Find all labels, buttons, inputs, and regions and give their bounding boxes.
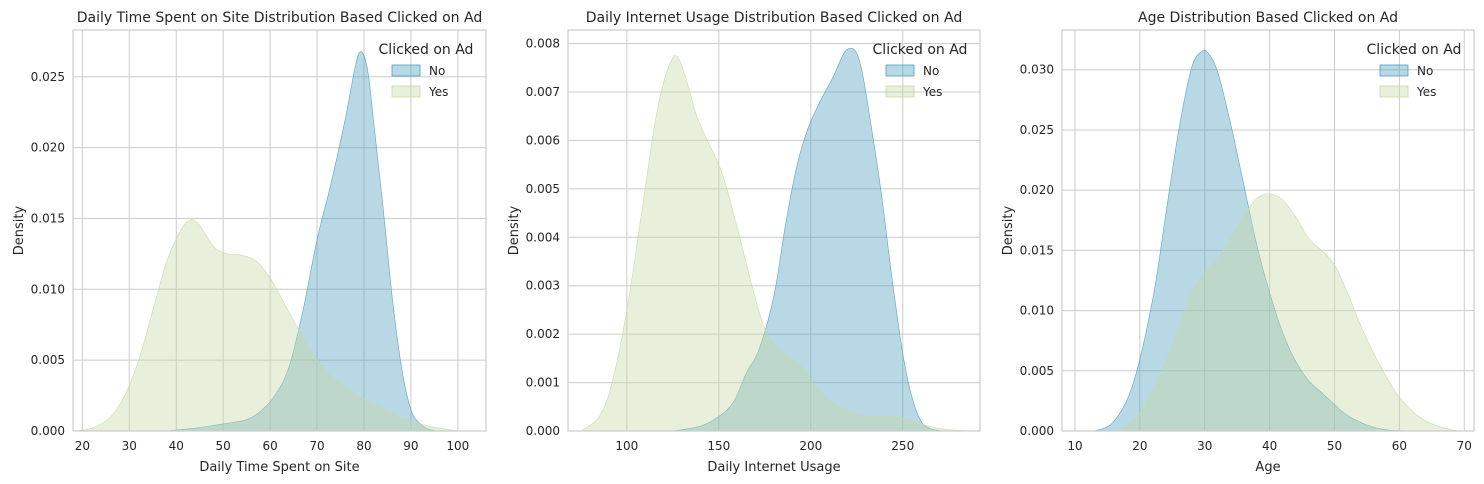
density-line-no — [166, 51, 440, 432]
x-tick-label: 30 — [1197, 439, 1212, 453]
y-axis-label: Density — [12, 205, 27, 255]
y-tick-label: 0.000 — [1020, 424, 1054, 438]
density-line-no — [1094, 49, 1413, 432]
density-line-yes — [72, 219, 458, 432]
chart-title: Daily Time Spent on Site Distribution Ba… — [77, 10, 482, 26]
y-tick-label: 0.010 — [1020, 304, 1054, 318]
legend: Clicked on Ad No Yes — [379, 42, 474, 99]
legend-label-no: No — [1417, 64, 1433, 78]
legend-title: Clicked on Ad — [379, 42, 474, 58]
density-area-no — [166, 51, 440, 431]
legend-label-yes: Yes — [1416, 85, 1436, 99]
x-tick-label: 250 — [891, 439, 914, 453]
x-tick-label: 60 — [262, 439, 277, 453]
x-tick-label: 200 — [799, 439, 822, 453]
y-tick-label: 0.010 — [31, 282, 65, 296]
x-tick-label: 20 — [75, 439, 90, 453]
legend-swatch-yes — [885, 85, 915, 98]
legend-swatch-no — [885, 64, 915, 77]
legend-swatch-yes — [391, 85, 421, 98]
density-area-yes — [580, 55, 968, 431]
legend-label-yes: Yes — [922, 85, 942, 99]
x-tick-label: 50 — [216, 439, 231, 453]
x-tick-label: 70 — [309, 439, 324, 453]
density-area-yes — [1120, 193, 1458, 431]
legend-label-no: No — [429, 64, 445, 78]
legend-title: Clicked on Ad — [1367, 42, 1462, 58]
legend-swatch-no — [391, 64, 421, 77]
plot-frame — [567, 29, 981, 432]
y-tick-label: 0.005 — [526, 182, 560, 196]
y-tick-label: 0.015 — [31, 211, 65, 225]
chart-title: Age Distribution Based Clicked on Ad — [1138, 10, 1398, 26]
y-tick-label: 0.002 — [526, 327, 560, 341]
density-line-yes — [580, 55, 968, 432]
legend: Clicked on Ad No Yes — [1367, 42, 1462, 99]
legend-swatch-no — [1379, 64, 1409, 77]
x-tick-label: 40 — [169, 439, 184, 453]
x-tick-label: 50 — [1327, 439, 1342, 453]
y-axis-label: Density — [507, 205, 522, 255]
legend-label-no: No — [923, 64, 939, 78]
y-tick-label: 0.005 — [1020, 364, 1054, 378]
x-tick-label: 20 — [1132, 439, 1147, 453]
x-tick-label: 10 — [1067, 439, 1082, 453]
y-tick-label: 0.007 — [526, 85, 560, 99]
y-tick-label: 0.001 — [526, 376, 560, 390]
x-tick-label: 40 — [1262, 439, 1277, 453]
x-tick-label: 60 — [1392, 439, 1407, 453]
legend-title: Clicked on Ad — [873, 42, 968, 58]
x-tick-label: 80 — [356, 439, 371, 453]
y-tick-label: 0.020 — [1020, 183, 1054, 197]
y-axis-label: Density — [1001, 205, 1016, 255]
x-tick-label: 100 — [446, 439, 469, 453]
legend-swatch-yes — [1379, 85, 1409, 98]
y-tick-label: 0.015 — [1020, 243, 1054, 257]
density-line-yes — [1120, 193, 1458, 432]
density-area-no — [672, 48, 958, 432]
density-area-no — [1094, 50, 1413, 431]
y-tick-label: 0.004 — [526, 230, 560, 244]
chart-title: Daily Internet Usage Distribution Based … — [586, 10, 962, 26]
density-area-yes — [73, 219, 458, 431]
x-axis-label: Age — [1255, 460, 1280, 475]
x-tick-label: 30 — [122, 439, 137, 453]
y-tick-label: 0.000 — [31, 424, 65, 438]
x-tick-label: 100 — [615, 439, 638, 453]
y-tick-label: 0.000 — [526, 424, 560, 438]
x-tick-label: 70 — [1457, 439, 1472, 453]
y-tick-label: 0.008 — [526, 37, 560, 51]
y-tick-label: 0.030 — [1020, 63, 1054, 77]
y-tick-label: 0.005 — [31, 353, 65, 367]
chart-panel-3: 10 20 30 40 50 60 70 0.000 0.005 0.010 0.015 0.020 0… — [1001, 10, 1475, 475]
x-tick-label: 90 — [403, 439, 418, 453]
x-axis-label: Daily Internet Usage — [707, 460, 840, 475]
chart-panel-1: 20 30 40 50 60 70 80 90 100 0.000 0.005 0.010 0.015 0… — [12, 10, 487, 475]
y-tick-label: 0.006 — [526, 133, 560, 147]
y-tick-label: 0.025 — [1020, 123, 1054, 137]
y-tick-label: 0.025 — [31, 70, 65, 84]
legend-label-yes: Yes — [428, 85, 448, 99]
x-axis-label: Daily Time Spent on Site — [199, 460, 359, 475]
chart-panel-2: 100 150 200 250 0.000 0.001 0.002 0.003 0.004 0.0… — [507, 10, 981, 475]
plot-frame — [1061, 29, 1475, 432]
legend: Clicked on Ad No Yes — [873, 42, 968, 99]
density-line-no — [672, 48, 958, 432]
y-tick-label: 0.020 — [31, 141, 65, 155]
x-tick-label: 150 — [707, 439, 730, 453]
plot-frame — [72, 29, 487, 432]
y-tick-label: 0.003 — [526, 279, 560, 293]
